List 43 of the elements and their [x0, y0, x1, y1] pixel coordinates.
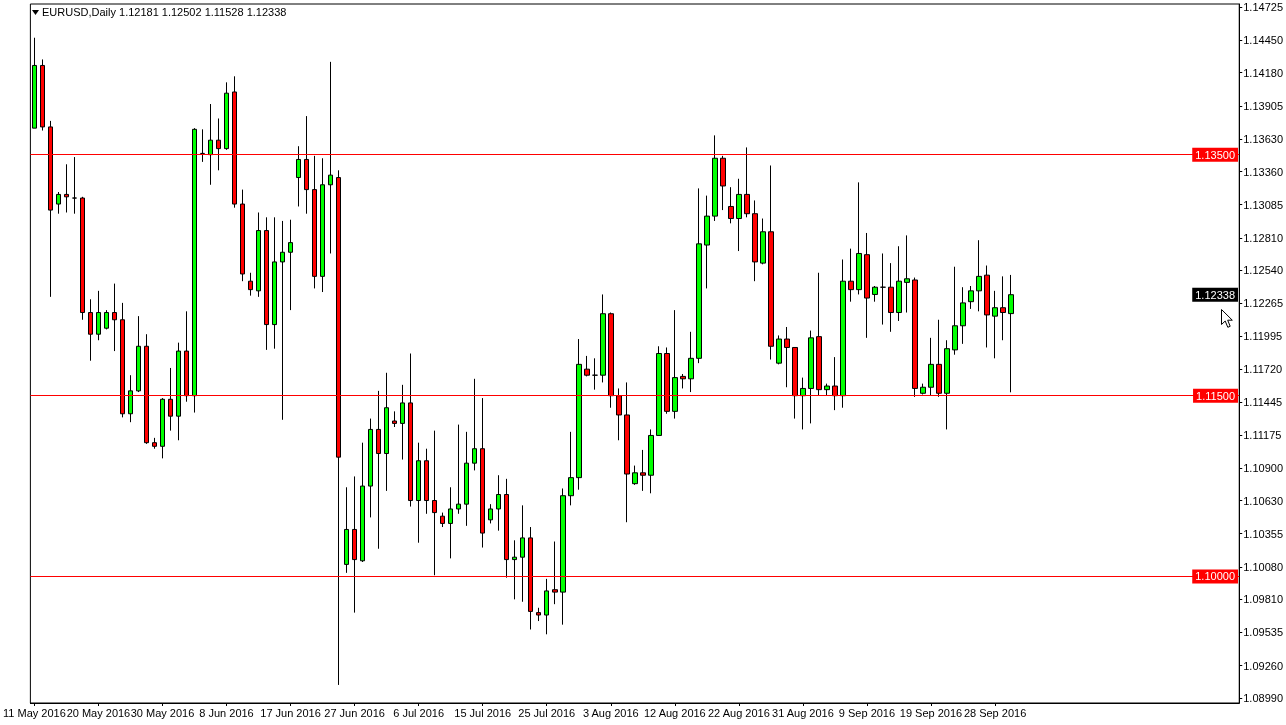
y-tick-label: 1.11445: [1243, 396, 1283, 409]
ref-line-label: 1.10000: [1195, 570, 1235, 583]
y-tick-label: 1.14450: [1243, 34, 1283, 47]
ref-line-label: 1.11500: [1196, 389, 1235, 402]
y-tick-label: 1.11175: [1243, 428, 1282, 441]
y-tick-label: 1.10080: [1243, 560, 1283, 573]
x-tick-label: 30 May 2016: [130, 706, 195, 719]
y-tick-label: 1.09810: [1243, 593, 1283, 606]
y-tick-label: 1.11995: [1243, 330, 1283, 343]
chart-title: EURUSD,Daily 1.12181 1.12502 1.11528 1.12338: [42, 5, 287, 18]
y-tick-label: 1.14725: [1243, 1, 1283, 14]
y-tick-label: 1.12540: [1243, 264, 1283, 277]
x-tick-label: 31 Aug 2016: [772, 706, 834, 719]
y-tick-label: 1.10900: [1243, 461, 1283, 474]
y-tick-label: 1.14180: [1243, 66, 1283, 79]
x-tick-label: 25 Jul 2016: [518, 706, 576, 719]
x-tick-label: 20 May 2016: [66, 706, 131, 719]
x-tick-label: 12 Aug 2016: [643, 706, 706, 719]
y-tick-label: 1.13905: [1243, 99, 1283, 112]
y-tick-label: 1.08990: [1243, 692, 1283, 705]
y-tick-label: 1.12810: [1243, 231, 1283, 244]
x-tick-label: 3 Aug 2016: [582, 706, 639, 719]
y-tick-label: 1.13360: [1243, 165, 1283, 178]
x-tick-label: 17 Jun 2016: [260, 706, 321, 719]
x-tick-label: 19 Sep 2016: [899, 706, 963, 719]
x-tick-label: 8 Jun 2016: [199, 706, 254, 719]
annotation: 1.12338: [1195, 288, 1235, 301]
x-tick-label: 6 Jul 2016: [393, 706, 445, 719]
y-tick-label: 1.13630: [1243, 132, 1283, 145]
ref-line-label: 1.13500: [1195, 148, 1235, 161]
y-tick-label: 1.10355: [1243, 527, 1283, 540]
y-tick-label: 1.11720: [1243, 363, 1283, 376]
x-tick-label: 11 May 2016: [2, 706, 66, 719]
x-tick-label: 22 Aug 2016: [707, 706, 770, 719]
x-tick-label: 27 Jun 2016: [324, 706, 385, 719]
x-tick-label: 15 Jul 2016: [454, 706, 512, 719]
y-tick-label: 1.12265: [1243, 297, 1283, 310]
y-tick-label: 1.13085: [1243, 198, 1283, 211]
y-tick-label: 1.09260: [1243, 659, 1283, 672]
x-tick-label: 28 Sep 2016: [963, 706, 1027, 719]
x-tick-label: 9 Sep 2016: [838, 706, 896, 719]
y-tick-label: 1.10630: [1243, 494, 1283, 507]
y-tick-label: 1.09535: [1243, 626, 1283, 639]
